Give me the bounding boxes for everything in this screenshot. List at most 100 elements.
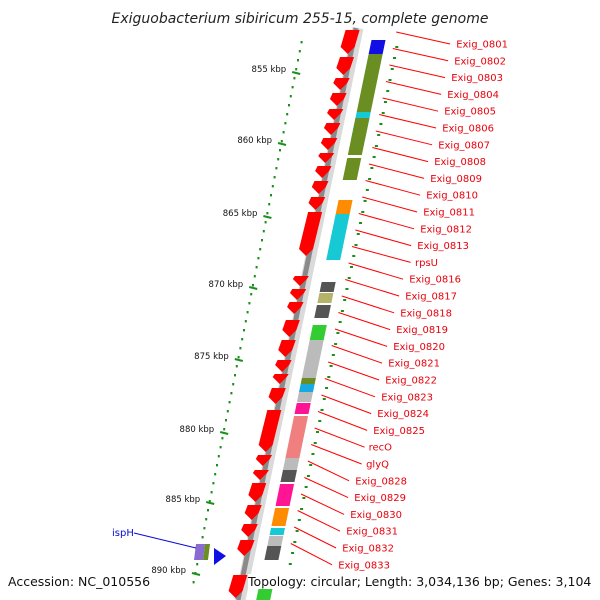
ruler-dot <box>291 86 294 89</box>
track-tick <box>374 145 378 147</box>
track-tick <box>361 211 365 213</box>
label-leader <box>133 532 197 549</box>
gene-label: Exig_0829 <box>354 493 406 504</box>
label-leader <box>338 312 391 331</box>
ruler-dot <box>243 329 245 332</box>
cds-arrow <box>329 93 347 106</box>
ruler-dot <box>192 581 195 584</box>
gene-block <box>356 96 374 112</box>
cds-arrow <box>252 470 269 480</box>
ruler-dot <box>273 176 276 179</box>
track-tick <box>349 266 353 268</box>
ruler-dot <box>234 374 236 377</box>
ruler-dot <box>237 356 240 359</box>
ruler-dot <box>270 194 272 197</box>
cds-arrow <box>292 276 309 286</box>
ruler-dot <box>261 239 263 242</box>
ruler-dot <box>226 410 229 413</box>
track-tick <box>311 453 315 455</box>
ruler-dot <box>259 248 262 251</box>
gene-label: glyQ <box>366 460 389 471</box>
ruler-dot <box>271 185 274 188</box>
ruler-dot <box>203 527 206 530</box>
gene-block <box>194 544 205 560</box>
ruler-dot <box>279 149 281 152</box>
cds-arrow <box>311 181 329 194</box>
ruler-dot <box>286 113 289 116</box>
label-leader <box>307 460 350 482</box>
ruler-dot <box>262 230 265 233</box>
cds-arrow <box>299 212 323 256</box>
cds-arrow <box>275 360 292 372</box>
track-tick <box>334 343 338 345</box>
position-ruler: 855 kbp 860 kbp 865 kbp 870 kbp 875 kbp 880 k… <box>151 41 303 584</box>
ruler-dot <box>266 212 269 215</box>
label-leader <box>382 97 439 112</box>
ruler-dot <box>205 518 208 521</box>
label-leader <box>379 114 437 129</box>
cds-arrow <box>315 166 332 178</box>
label-leader <box>328 361 380 381</box>
ruler-dot <box>257 257 260 260</box>
cds-arrow <box>282 320 300 337</box>
gene-label: Exig_0802 <box>454 56 506 67</box>
cds-arrow <box>278 340 296 357</box>
gene-block <box>300 378 316 384</box>
gene-label: Exig_0825 <box>373 426 425 437</box>
track-tick <box>363 200 367 202</box>
ruler-tick <box>248 286 258 290</box>
label-leader <box>348 262 404 280</box>
ruler-dot <box>244 320 247 323</box>
gene-block <box>326 214 350 260</box>
gene-label: Exig_0804 <box>447 90 499 101</box>
gene-labels: Exig_0801 Exig_0802 Exig_0803 Exig_0804 Exig… <box>112 40 508 572</box>
ruler-dot <box>284 122 287 125</box>
label-leader <box>385 81 442 95</box>
label-leader <box>351 246 411 263</box>
ruler-dot <box>241 338 244 341</box>
ruler-dot <box>248 302 251 305</box>
ruler-dot <box>246 311 249 314</box>
gene-block <box>368 40 386 54</box>
ruler-label: 855 kbp <box>252 65 287 75</box>
ruler-dot <box>217 455 220 458</box>
feature-track <box>194 30 399 600</box>
ruler-label: 875 kbp <box>194 352 229 362</box>
track-tick <box>320 409 324 411</box>
ruler-dot <box>298 50 301 53</box>
track-tick <box>352 255 356 257</box>
gene-block <box>342 158 362 180</box>
gene-label: Exig_0813 <box>417 241 469 252</box>
ruler-dot <box>282 131 285 134</box>
ruler-dot <box>207 509 209 512</box>
ruler-tick <box>263 215 272 219</box>
track-tick <box>340 310 344 312</box>
ruler-label: 885 kbp <box>166 495 201 505</box>
track-tick <box>327 376 331 378</box>
gene-block <box>269 528 285 535</box>
track-tick <box>395 46 399 48</box>
track-tick <box>368 178 372 180</box>
gene-label: Exig_0812 <box>420 224 472 235</box>
ruler-dot <box>250 293 253 296</box>
track-tick <box>377 134 381 136</box>
ruler-dot <box>239 347 242 350</box>
ruler-dot <box>228 401 231 404</box>
gene-block <box>296 392 314 402</box>
gene-label: Exig_0822 <box>385 376 437 387</box>
ruler-dot <box>212 482 215 485</box>
ruler-dot <box>297 59 299 62</box>
track-tick <box>343 299 347 301</box>
ruler-tick <box>205 501 215 505</box>
cds-arrow <box>268 388 286 404</box>
ruler-dot <box>230 392 233 395</box>
track-tick <box>345 288 349 290</box>
gene-label: Exig_0830 <box>350 510 402 521</box>
track-tick <box>383 101 387 103</box>
cds-arrow <box>287 302 304 314</box>
gene-block <box>264 546 282 560</box>
ruler-dot <box>196 563 199 566</box>
gene-block <box>359 54 383 96</box>
label-leader <box>300 493 345 515</box>
ruler-label: 860 kbp <box>237 136 272 146</box>
